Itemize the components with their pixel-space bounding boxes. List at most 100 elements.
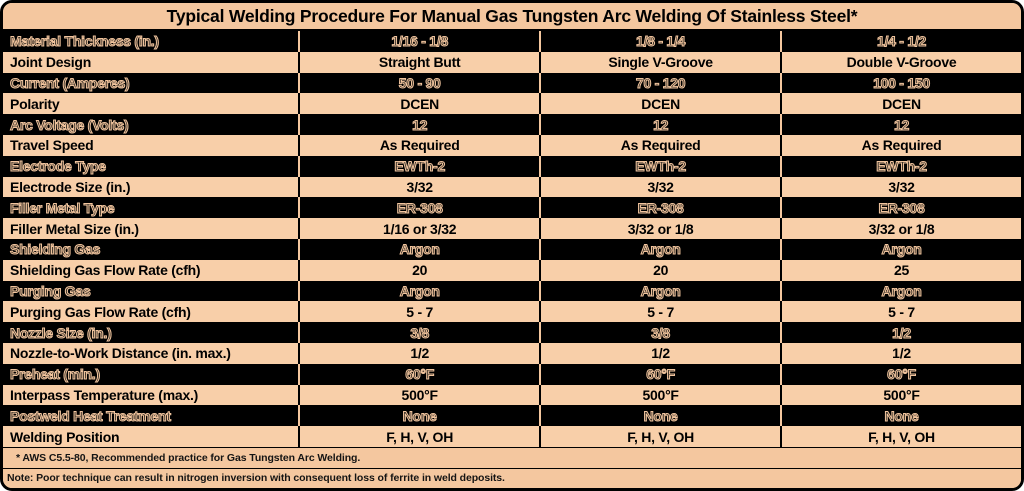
row-label: Filler Metal Size (in.): [10, 220, 139, 237]
value-cell: 5 - 7: [539, 301, 780, 323]
table-row: Postweld Heat Treatment None None None: [3, 405, 1021, 427]
row-label: Electrode Type: [9, 158, 106, 175]
value-cell: 12: [298, 114, 539, 135]
value-cell: 50 - 90: [298, 72, 539, 94]
value-cell: 70 - 120: [539, 72, 780, 94]
table-row: Nozzle-to-Work Distance (in. max.) 1/2 1/2…: [3, 342, 1021, 364]
row-label: Postweld Heat Treatment: [9, 407, 171, 424]
value-cell: 100 - 150: [780, 72, 1021, 94]
value-cell: DCEN: [539, 93, 780, 115]
value-cell: 500°F: [539, 384, 780, 406]
value-cell: 20: [298, 259, 539, 281]
footnotes-section: * AWS C5.5-80, Recommended practice for …: [3, 447, 1021, 488]
row-label: Purging Gas Flow Rate (cfh): [10, 303, 191, 320]
row-label: Material Thickness (in.): [9, 33, 159, 50]
value-cell: EWTh-2: [298, 155, 539, 177]
row-label: Electrode Size (in.): [10, 178, 131, 195]
value-cell: 1/2: [780, 342, 1021, 364]
row-label: Joint Design: [10, 54, 92, 71]
row-label: Welding Position: [10, 428, 120, 445]
value-cell: EWTh-2: [780, 155, 1021, 177]
value-cell: Argon: [539, 238, 780, 260]
row-label: Preheat (min.): [9, 366, 100, 383]
value-cell: 500°F: [298, 384, 539, 406]
value-cell: 60°F: [298, 363, 539, 385]
table-row: Nozzle Size (in.) 3/8 3/8 1/2: [3, 322, 1021, 343]
table-row: Electrode Type EWTh-2 EWTh-2 EWTh-2: [3, 155, 1021, 177]
value-cell: 5 - 7: [298, 301, 539, 323]
table-rows: Material Thickness (in.) 1/16 - 1/8 1/8 - …: [3, 31, 1021, 447]
value-cell: None: [298, 405, 539, 427]
table-row: Interpass Temperature (max.) 500°F 500°F 50…: [3, 384, 1021, 406]
value-cell: As Required: [539, 134, 780, 156]
value-cell: 500°F: [780, 384, 1021, 406]
value-cell: 60°F: [539, 363, 780, 385]
row-label: Polarity: [10, 95, 60, 112]
row-label: Shielding Gas Flow Rate (cfh): [10, 262, 201, 279]
value-cell: 3/32: [780, 176, 1021, 198]
table-row: Preheat (min.) 60°F 60°F 60°F: [3, 363, 1021, 385]
table-row: Purging Gas Argon Argon Argon: [3, 280, 1021, 302]
value-cell: 60°F: [780, 363, 1021, 385]
value-cell: Argon: [298, 280, 539, 302]
value-cell: 3/32 or 1/8: [539, 218, 780, 239]
value-cell: Straight Butt: [298, 51, 539, 73]
value-cell: Argon: [780, 280, 1021, 302]
row-label: Nozzle Size (in.): [9, 324, 112, 341]
value-cell: DCEN: [780, 93, 1021, 115]
table-row: Filler Metal Size (in.) 1/16 or 3/32 3/32 …: [3, 218, 1021, 239]
value-cell: 3/8: [539, 322, 780, 343]
table-row: Electrode Size (in.) 3/32 3/32 3/32: [3, 176, 1021, 198]
table-title: Typical Welding Procedure For Manual Gas…: [166, 5, 858, 26]
value-cell: 5 - 7: [780, 301, 1021, 323]
value-cell: Double V-Groove: [780, 51, 1021, 73]
table-row: Shielding Gas Argon Argon Argon: [3, 238, 1021, 260]
value-cell: 3/32: [539, 176, 780, 198]
value-cell: ER-308: [780, 197, 1021, 219]
row-label: Current (Amperes): [9, 74, 130, 91]
value-cell: 1/2: [780, 322, 1021, 343]
row-label: Shielding Gas: [9, 241, 101, 258]
value-cell: F, H, V, OH: [539, 426, 780, 447]
value-cell: Argon: [780, 238, 1021, 260]
value-cell: F, H, V, OH: [780, 426, 1021, 447]
table-row: Arc Voltage (Volts) 12 12 12: [3, 114, 1021, 135]
value-cell: 12: [780, 114, 1021, 135]
value-cell: F, H, V, OH: [298, 426, 539, 447]
value-cell: 25: [780, 259, 1021, 281]
value-cell: 1/16 or 3/32: [298, 218, 539, 239]
row-label: Interpass Temperature (max.): [10, 386, 199, 403]
table-row: Joint Design Straight Butt Single V-Groove…: [3, 51, 1021, 73]
value-cell: 1/2: [298, 342, 539, 364]
value-cell: Argon: [298, 238, 539, 260]
value-cell: None: [780, 405, 1021, 427]
value-cell: 12: [539, 114, 780, 135]
value-cell: 3/8: [298, 322, 539, 343]
table-row: Material Thickness (in.) 1/16 - 1/8 1/8 - …: [3, 31, 1021, 52]
value-cell: ER-308: [539, 197, 780, 219]
value-cell: 20: [539, 259, 780, 281]
value-cell: ER-308: [298, 197, 539, 219]
table-row: Filler Metal Type ER-308 ER-308 ER-308: [3, 197, 1021, 219]
value-cell: None: [539, 405, 780, 427]
row-label: Purging Gas: [9, 282, 91, 299]
footnote-note: Note: Poor technique can result in nitro…: [7, 472, 505, 485]
table-row: Polarity DCEN DCEN DCEN: [3, 93, 1021, 115]
table-title-bar: Typical Welding Procedure For Manual Gas…: [3, 3, 1021, 31]
value-cell: 3/32 or 1/8: [780, 218, 1021, 239]
table-row: Shielding Gas Flow Rate (cfh) 20 20 25: [3, 259, 1021, 281]
value-cell: As Required: [298, 134, 539, 156]
row-label: Nozzle-to-Work Distance (in. max.): [10, 345, 231, 362]
value-cell: EWTh-2: [539, 155, 780, 177]
value-cell: 1/8 - 1/4: [539, 31, 780, 52]
table-row: Current (Amperes) 50 - 90 70 - 120 100 - 15…: [3, 72, 1021, 94]
row-label: Arc Voltage (Volts): [9, 116, 129, 133]
value-cell: 1/2: [539, 342, 780, 364]
row-label: Travel Speed: [10, 137, 94, 154]
value-cell: 1/4 - 1/2: [780, 31, 1021, 52]
value-cell: 3/32: [298, 176, 539, 198]
footnote-aws: * AWS C5.5-80, Recommended practice for …: [3, 448, 1021, 469]
value-cell: Argon: [539, 280, 780, 302]
